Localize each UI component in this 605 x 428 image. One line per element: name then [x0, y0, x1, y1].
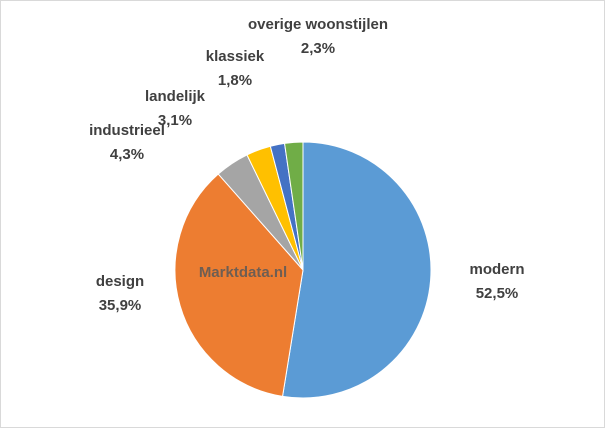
- value-label: 4,3%: [110, 146, 144, 163]
- pie-slice: [283, 141, 304, 271]
- slice-label: industrieel: [89, 122, 165, 139]
- value-label: 52,5%: [476, 285, 519, 302]
- slice-label: overige woonstijlen: [248, 16, 388, 33]
- watermark: Marktdata.nl: [199, 264, 287, 281]
- pie-slice: [281, 141, 432, 399]
- value-label: 3,1%: [158, 112, 192, 129]
- value-label: 1,8%: [218, 72, 252, 89]
- value-label: 2,3%: [301, 40, 335, 57]
- value-label: 35,9%: [99, 297, 142, 314]
- pie-slice: [174, 173, 304, 397]
- slice-label: design: [96, 273, 144, 290]
- slice-label: klassiek: [206, 48, 265, 65]
- slice-label: landelijk: [145, 88, 206, 105]
- slice-label: modern: [469, 261, 524, 278]
